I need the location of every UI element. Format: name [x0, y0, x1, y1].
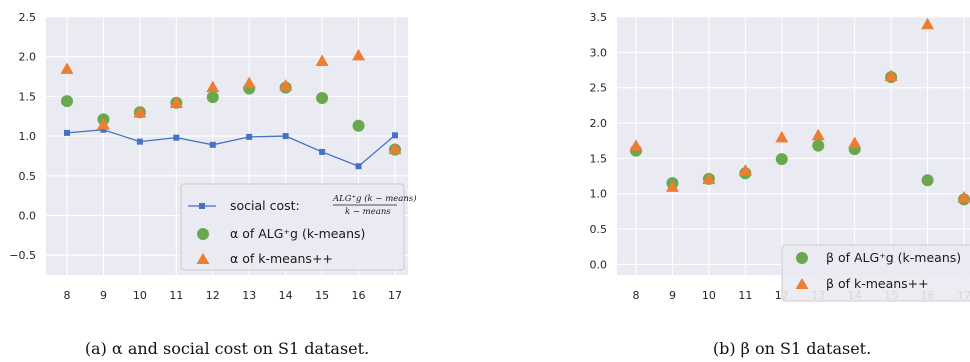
- chart-a-x-tick-label: 14: [279, 289, 293, 302]
- chart-a-x-tick-label: 15: [315, 289, 329, 302]
- chart-b-y-tick-label: 3.5: [590, 11, 608, 24]
- chart-a: −0.5 0.0 0.5 1.0 1.5 2.0 2.5 8 9 10 11 12 13 14 15 16 1…: [9, 11, 416, 358]
- alg-point: [316, 91, 329, 104]
- legend-social-cost-fraction-numerator: ALG⁺g (k − means): [332, 193, 417, 204]
- chart-b-x-tick-label: 10: [702, 289, 716, 302]
- chart-b-gridlines: [617, 16, 970, 275]
- chart-b-y-tick-labels: 0.0 0.5 1.0 1.5 2.0 2.5 3.0 3.5: [590, 11, 608, 271]
- chart-a-y-tick-labels: −0.5 0.0 0.5 1.0 1.5 2.0 2.5: [9, 11, 36, 262]
- social-cost-point: [392, 132, 398, 139]
- legend-b-kmeanspp-marker: [795, 278, 809, 289]
- chart-a-y-tick-label: 0.0: [19, 209, 37, 222]
- legend-kmeanspp-marker: [196, 253, 210, 264]
- kmeanspp-point: [738, 164, 752, 176]
- social-cost-point: [282, 133, 289, 140]
- legend-b-kmeanspp-label: β of k-means++: [826, 276, 929, 291]
- legend-alg-label: α of ALG⁺g (k-means): [230, 226, 365, 241]
- chart-a-x-tick-label: 8: [64, 289, 71, 302]
- alg-point: [812, 139, 825, 152]
- chart-b-y-tick-label: 0.5: [590, 223, 608, 236]
- chart-b-legend: β of ALG⁺g (k-means) β of k-means++: [781, 244, 970, 302]
- chart-b-y-tick-label: 2.5: [590, 82, 608, 95]
- kmeanspp-point: [848, 136, 862, 149]
- kmeanspp-point: [206, 80, 220, 93]
- kmeanspp-point: [60, 62, 74, 74]
- social-cost-point: [355, 163, 362, 170]
- chart-a-y-tick-label: 1.5: [19, 90, 37, 103]
- chart-a-x-tick-label: 12: [206, 289, 220, 302]
- legend-b-alg-label: β of ALG⁺g (k-means): [826, 250, 961, 265]
- alg-point: [352, 119, 365, 132]
- social-cost-point: [64, 129, 70, 136]
- kmeanspp-point: [665, 180, 679, 192]
- kmeanspp-point: [884, 69, 898, 81]
- chart-a-y-tick-label: 2.5: [19, 11, 37, 24]
- chart-a-x-tick-labels: 8 9 10 11 12 13 14 15 16 17: [64, 289, 403, 302]
- chart-b-y-tick-label: 2.0: [590, 117, 608, 130]
- chart-a-x-tick-label: 10: [133, 289, 147, 302]
- kmeanspp-point: [315, 54, 329, 66]
- chart-a-x-tick-label: 11: [169, 289, 183, 302]
- kmeanspp-point: [629, 139, 643, 151]
- chart-b-x-tick-label: 9: [669, 289, 676, 302]
- legend-b-alg-marker: [796, 252, 808, 264]
- chart-a-caption: (a) α and social cost on S1 dataset.: [85, 339, 369, 358]
- legend-alg-marker: [197, 228, 209, 240]
- chart-b-caption: (b) β on S1 dataset.: [713, 339, 871, 358]
- kmeanspp-point: [702, 172, 716, 185]
- kmeanspp-point: [775, 130, 789, 143]
- chart-b-y-tick-label: 1.5: [590, 152, 608, 165]
- chart-a-y-tick-label: 0.5: [19, 170, 37, 183]
- chart-a-y-tick-label: 2.0: [19, 51, 37, 64]
- chart-b: 0.00.51.01.52.02.53.03.5 891011121314151…: [590, 11, 970, 358]
- social-cost-point: [100, 126, 107, 133]
- chart-a-legend: social cost: ALG⁺g (k − means) k − means…: [180, 183, 417, 271]
- kmeanspp-point: [96, 117, 110, 130]
- chart-b-y-tick-label: 1.0: [590, 188, 608, 201]
- social-cost-point: [209, 141, 216, 148]
- social-cost-point: [319, 148, 326, 155]
- chart-b-y-tick-label: 0.0: [590, 258, 608, 271]
- chart-a-y-tick-label: −0.5: [9, 249, 36, 262]
- chart-b-x-tick-label: 11: [738, 289, 752, 302]
- social-cost-line: [66, 129, 396, 167]
- chart-a-x-tick-label: 16: [352, 289, 366, 302]
- kmeanspp-point: [957, 190, 970, 203]
- chart-b-legend-box: [781, 244, 970, 302]
- kmeanspp-point: [169, 96, 183, 109]
- chart-b-marks: [629, 17, 970, 206]
- chart-b-x-tick-label: 8: [633, 289, 640, 302]
- kmeanspp-point: [921, 17, 935, 30]
- social-cost-point: [246, 133, 253, 140]
- kmeanspp-point: [352, 48, 366, 61]
- kmeanspp-point: [279, 79, 293, 91]
- legend-social-cost-label: social cost:: [230, 198, 300, 213]
- social-cost-point: [173, 134, 180, 141]
- alg-point: [206, 91, 219, 104]
- chart-a-x-tick-label: 13: [242, 289, 256, 302]
- chart-a-x-tick-label: 9: [100, 289, 107, 302]
- alg-point: [921, 174, 934, 187]
- legend-social-cost-fraction-denominator: k − means: [345, 207, 391, 217]
- kmeanspp-point: [242, 76, 256, 89]
- social-cost-point: [136, 138, 143, 145]
- kmeanspp-point: [133, 106, 147, 118]
- chart-a-x-tick-label: 17: [388, 289, 402, 302]
- alg-point: [775, 153, 788, 166]
- alg-point: [61, 95, 73, 108]
- chart-b-plot-area: [617, 17, 970, 275]
- kmeanspp-point: [388, 142, 402, 155]
- kmeanspp-point: [811, 128, 825, 141]
- chart-a-marks: [60, 48, 402, 170]
- legend-social-cost-marker: [199, 203, 205, 209]
- chart-b-y-tick-label: 3.0: [590, 46, 608, 59]
- legend-kmeanspp-label: α of k-means++: [230, 251, 333, 266]
- chart-a-legend-box: [180, 183, 405, 271]
- chart-a-y-tick-label: 1.0: [19, 130, 37, 143]
